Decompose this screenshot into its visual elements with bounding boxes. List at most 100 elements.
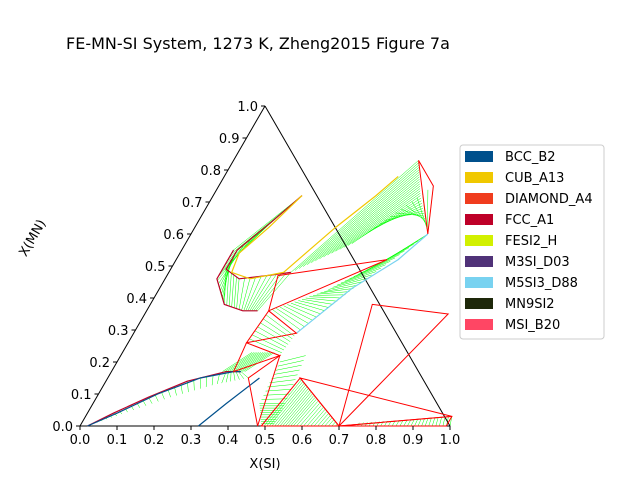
tieline <box>306 407 324 427</box>
tieline <box>301 299 334 305</box>
tieline <box>283 305 313 321</box>
tieline <box>303 405 322 427</box>
y-tick-label: 0.3 <box>108 324 129 339</box>
tieline <box>424 418 429 427</box>
tieline <box>287 395 314 427</box>
tieline <box>274 386 308 427</box>
tieline <box>279 355 306 363</box>
tieline <box>233 276 237 308</box>
tieline <box>428 417 432 427</box>
tieline <box>319 176 420 260</box>
tieline <box>220 253 236 291</box>
tieline <box>384 210 424 221</box>
x-tick-label: 0.8 <box>366 433 387 448</box>
tieline <box>254 330 287 348</box>
three-phase-triangle <box>418 160 434 235</box>
tieline <box>255 272 287 311</box>
y-tick-label: 0.2 <box>89 356 110 371</box>
tieline <box>269 383 305 427</box>
tieline <box>217 373 220 385</box>
y-tick-label: 0.6 <box>163 228 184 243</box>
tieline <box>233 195 303 251</box>
tieline <box>362 200 422 237</box>
tieline <box>279 306 309 324</box>
tieline <box>290 397 315 427</box>
tieline <box>285 393 313 427</box>
phase-boundary-cub_a13 <box>230 175 399 280</box>
tieline <box>290 160 419 273</box>
tieline <box>231 352 262 372</box>
tieline <box>307 169 420 265</box>
tieline <box>389 213 424 217</box>
tieline <box>271 385 306 427</box>
tieline <box>118 410 123 415</box>
tieline <box>282 392 311 427</box>
tieline <box>449 416 453 427</box>
legend-label: M5SI3_D88 <box>505 276 578 291</box>
three-phase-triangle <box>245 310 298 344</box>
tieline <box>275 364 302 371</box>
tieline <box>236 278 240 309</box>
x-tick-label: 0.6 <box>292 433 313 448</box>
y-tick-label: 0.7 <box>182 196 203 211</box>
tieline <box>277 360 304 367</box>
tieline <box>315 174 420 262</box>
tieline <box>411 201 427 224</box>
tieline <box>321 415 331 427</box>
tieline <box>290 302 321 315</box>
tieline <box>386 233 428 260</box>
tieline <box>271 374 298 379</box>
tieline <box>251 274 277 311</box>
tieline <box>228 352 259 372</box>
chart-title: FE-MN-SI System, 1273 K, Zheng2015 Figur… <box>66 34 450 53</box>
tieline <box>313 294 346 296</box>
tieline <box>235 352 266 372</box>
tieline <box>432 417 436 427</box>
y-tick-label: 0.8 <box>200 164 221 179</box>
tieline <box>263 379 302 427</box>
tieline <box>265 388 292 392</box>
tieline <box>417 418 422 427</box>
tieline <box>294 162 419 271</box>
legend-label: M3SI_D03 <box>505 255 570 270</box>
x-tick-label: 0.4 <box>218 433 239 448</box>
tieline <box>223 265 229 302</box>
tieline <box>260 322 291 342</box>
y-tick-label: 0.9 <box>219 132 240 147</box>
plot-area: 0.0 0.1 0.2 0.3 0.4 0.5 0.6 0.7 0.8 0.9 1.0 0.0 0.1 0… <box>16 100 460 472</box>
phase-boundary-fcc_a1 <box>87 371 241 427</box>
tieline <box>233 352 264 372</box>
phase-boundary-bcc_b2 <box>198 377 260 427</box>
tieline <box>222 352 253 372</box>
x-tick-label: 1.0 <box>440 433 461 448</box>
axis-right <box>264 105 451 427</box>
tieline <box>251 334 285 351</box>
legend-label: FCC_A1 <box>505 213 554 228</box>
x-tick-label: 0.0 <box>70 433 91 448</box>
tieline <box>336 274 372 286</box>
tieline <box>320 288 354 294</box>
legend-label: MSI_B20 <box>505 318 560 333</box>
legend-label: BCC_B2 <box>505 150 556 165</box>
tieline <box>327 181 420 256</box>
tieline <box>235 371 240 380</box>
y-tick-label: 0.4 <box>126 292 147 307</box>
legend-swatch <box>465 214 493 225</box>
tieline <box>211 374 214 386</box>
phase-boundary-fcc_a1 <box>216 249 258 312</box>
tieline <box>302 167 420 267</box>
tieline <box>224 352 255 372</box>
x-tick-label: 0.3 <box>181 433 202 448</box>
tieline <box>273 369 300 375</box>
phase-boundary-m5si3_d88 <box>296 233 429 334</box>
tieline <box>339 188 421 250</box>
legend-swatch <box>465 193 493 204</box>
tieline <box>340 271 377 284</box>
tieline <box>400 208 425 219</box>
tieline <box>267 384 294 388</box>
tieline <box>305 297 338 302</box>
tieline <box>225 371 229 383</box>
tieline <box>416 197 427 227</box>
tieline <box>357 257 396 275</box>
tieline <box>242 352 273 372</box>
